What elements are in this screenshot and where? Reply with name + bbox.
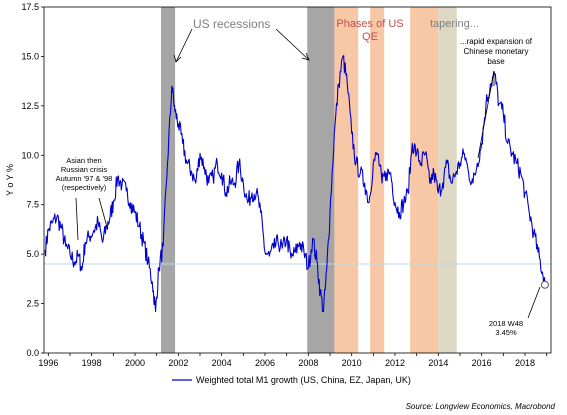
y-tick-label-7: 17.5 <box>21 2 39 12</box>
x-tick-label-1: 1998 <box>82 358 102 368</box>
x-tick-label-11: 2018 <box>515 358 535 368</box>
plot-frame <box>43 6 552 354</box>
y-tick-label-0: 0.0 <box>26 348 39 358</box>
shaded-period-6 <box>438 7 457 353</box>
x-tick-label-2: 2000 <box>125 358 145 368</box>
annotation-tapering: tapering... <box>430 18 479 30</box>
annotation-asian-line4: (respectively) <box>62 183 107 192</box>
last-point-marker <box>540 280 549 289</box>
x-tick-label-3: 2002 <box>168 358 188 368</box>
shaded-period-4 <box>370 7 385 353</box>
x-tick-label-8: 2012 <box>385 358 405 368</box>
y-tick-label-6: 15.0 <box>21 51 39 61</box>
arrow-recession-2 <box>275 28 310 61</box>
annotation-asian-line3: Autumn '97 & '98 <box>56 174 113 183</box>
y-tick-label-5: 12.5 <box>21 101 39 111</box>
annotation-asian-line2: Russian crisis <box>61 165 108 174</box>
annotation-qe-line2: QE <box>362 31 378 43</box>
arrow-asian-2 <box>98 197 108 228</box>
arrow-recession-1-head <box>173 54 182 63</box>
x-tick-label-0: 1996 <box>38 358 58 368</box>
y-axis: 0.0 2.5 5.0 7.5 10.0 12.5 15.0 17.5 <box>21 2 44 358</box>
arrow-recession-2-head <box>301 52 310 61</box>
source-note: Source: Longview Economics, Macrobond <box>405 402 555 411</box>
annotation-asian-line1: Asian then <box>66 156 101 165</box>
x-axis: 1996 1998 2000 2002 2004 2006 2008 2010 2012 2014… <box>38 353 548 368</box>
annotation-china-line1: ...rapid expansion of <box>460 37 533 46</box>
y-tick-label-4: 10.0 <box>21 150 39 160</box>
annotation-qe-line1: Phases of US <box>336 18 403 30</box>
x-tick-label-7: 2010 <box>342 358 362 368</box>
shaded-period-1 <box>161 7 176 353</box>
y-axis-label: Y o Y % <box>5 164 15 196</box>
arrow-asian-1 <box>75 197 79 241</box>
shaded-periods <box>161 7 457 353</box>
annotation-china-line3: base <box>487 57 505 66</box>
annotation-china-line2: Chinese monetary <box>464 47 529 56</box>
y-tick-label-2: 5.0 <box>26 249 39 259</box>
shaded-period-5 <box>410 7 439 353</box>
arrow-recession-1 <box>175 28 193 63</box>
arrow-last-point <box>527 286 541 319</box>
legend-label: Weighted total M1 growth (US, China, EZ,… <box>196 375 411 385</box>
x-tick-label-6: 2008 <box>298 358 318 368</box>
y-tick-label-3: 7.5 <box>26 200 39 210</box>
x-tick-label-9: 2014 <box>428 358 448 368</box>
y-tick-label-1: 2.5 <box>26 299 39 309</box>
annotation-arrows <box>75 28 541 319</box>
x-tick-label-4: 2004 <box>212 358 232 368</box>
x-tick-label-10: 2016 <box>472 358 492 368</box>
arrow-china-1 <box>477 70 495 159</box>
annotation-last-point-line2: 3.45% <box>495 328 517 337</box>
shaded-period-3 <box>334 7 359 353</box>
annotation-last-point-line1: 2018 W48 <box>489 319 523 328</box>
series-line-m1-growth <box>44 55 546 313</box>
annotation-us-recessions: US recessions <box>193 17 270 31</box>
x-tick-label-5: 2006 <box>255 358 275 368</box>
